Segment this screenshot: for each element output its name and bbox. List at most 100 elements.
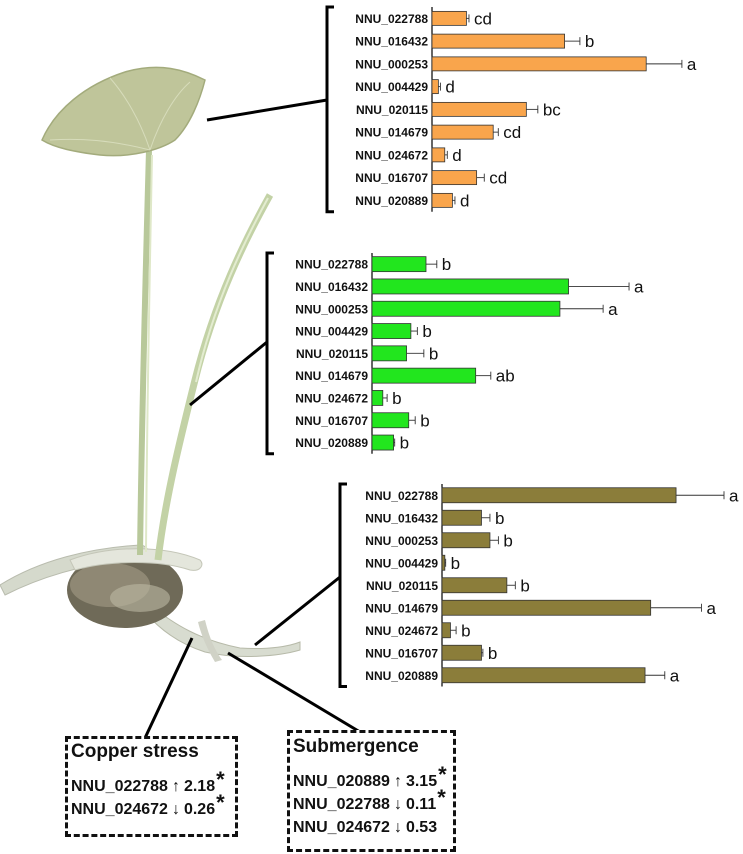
down-arrow-icon: ↓ — [171, 801, 180, 818]
significance-letter: cd — [503, 123, 521, 142]
bar — [441, 577, 508, 594]
submergence-row: NNU_022788 ↓ 0.11* — [293, 785, 446, 815]
gene-tick-label: NNU_014679 — [355, 126, 428, 140]
copper-row-value: 2.18 — [183, 778, 216, 795]
significance-letter: cd — [474, 9, 492, 28]
connector-lines — [143, 98, 361, 739]
significance-letter: b — [488, 644, 497, 663]
gene-tick-label: NNU_016707 — [355, 171, 428, 185]
bar — [431, 192, 453, 208]
gene-tick-label: NNU_024672 — [355, 148, 428, 162]
bar — [371, 345, 407, 362]
root-lower — [144, 604, 301, 657]
significance-letter: b — [400, 434, 409, 453]
down-arrow-icon: ↓ — [393, 819, 402, 836]
bar — [371, 278, 569, 295]
gene-tick-label: NNU_022788 — [365, 489, 438, 503]
significance-letter: ab — [496, 367, 515, 386]
connector-line — [227, 651, 361, 734]
bracket — [338, 482, 347, 688]
significance-letter: a — [608, 300, 618, 319]
bar — [431, 124, 494, 140]
bar — [441, 554, 446, 571]
submergence-row-gene: NNU_022788 — [293, 796, 390, 813]
gene-tick-label: NNU_016707 — [365, 646, 438, 660]
young-petiole-shade — [195, 197, 269, 383]
significance-letter: bc — [543, 100, 561, 119]
bar — [371, 412, 410, 429]
bar — [431, 101, 527, 117]
gene-tick-label: NNU_024672 — [295, 391, 368, 405]
root-down — [198, 620, 222, 662]
bar — [431, 10, 467, 26]
bar — [371, 390, 384, 406]
bar — [431, 147, 446, 163]
gene-tick-label: NNU_016707 — [295, 414, 368, 428]
significance-star: * — [216, 790, 225, 815]
gene-tick-label: NNU_022788 — [295, 258, 368, 272]
bracket — [325, 5, 334, 214]
connector-line — [206, 98, 328, 122]
gene-tick-label: NNU_016432 — [295, 280, 368, 294]
submergence-box: Submergence NNU_020889 ↑ 3.15* NNU_022788 ↓… — [287, 730, 456, 852]
leaf-petiole-shade — [145, 154, 153, 553]
copper-row: NNU_022788 ↑ 2.18* — [71, 767, 225, 797]
gene-tick-label: NNU_016432 — [365, 511, 438, 525]
copper-stress-title: Copper stress — [71, 741, 199, 762]
young-petiole — [154, 193, 274, 561]
leaf-blade-vein — [49, 77, 191, 151]
gene-tick-label: NNU_000253 — [355, 57, 428, 71]
significance-letter: d — [452, 146, 461, 165]
significance-letter: b — [442, 255, 451, 274]
gene-tick-label: NNU_020115 — [296, 347, 368, 361]
up-arrow-icon: ↑ — [393, 773, 402, 790]
gene-tick-label: NNU_022788 — [355, 12, 428, 26]
gene-tick-label: NNU_014679 — [295, 369, 368, 383]
up-arrow-icon: ↑ — [171, 778, 180, 795]
significance-star: * — [216, 767, 225, 792]
bar — [441, 622, 451, 639]
significance-letter: d — [460, 191, 469, 210]
significance-letter: b — [503, 531, 512, 550]
bar — [441, 667, 646, 684]
significance-letter: a — [670, 666, 680, 685]
gene-tick-label: NNU_000253 — [295, 302, 368, 316]
copper-row-gene: NNU_022788 — [71, 778, 168, 795]
leaf-petiole — [137, 149, 152, 556]
significance-letter: b — [461, 621, 470, 640]
gene-tick-label: NNU_004429 — [355, 80, 428, 94]
bar — [371, 434, 395, 451]
submergence-row-value: 0.53 — [405, 819, 438, 836]
significance-letter: b — [420, 411, 429, 430]
significance-letter: a — [706, 599, 716, 618]
copper-row: NNU_024672 ↓ 0.26* — [71, 790, 225, 820]
bracket — [265, 251, 274, 456]
gene-tick-label: NNU_014679 — [365, 601, 438, 615]
significance-letter: a — [634, 277, 644, 296]
gene-tick-label: NNU_020889 — [295, 436, 368, 450]
significance-letter: d — [445, 78, 454, 97]
bar — [441, 599, 652, 616]
gene-tick-label: NNU_020115 — [356, 103, 428, 117]
bar — [431, 79, 439, 95]
submergence-row-gene: NNU_020889 — [293, 773, 390, 790]
significance-letter: b — [422, 322, 431, 341]
lotus-plant-illustration — [0, 66, 301, 662]
bar — [431, 56, 647, 72]
submergence-row-value: 0.11 — [405, 796, 437, 813]
leaf-blade — [41, 66, 206, 157]
significance-star: * — [438, 762, 447, 787]
submergence-title: Submergence — [293, 736, 419, 757]
bar — [371, 300, 561, 317]
bar — [441, 644, 482, 661]
submergence-row-gene: NNU_024672 — [293, 819, 390, 836]
bar — [431, 170, 478, 186]
gene-tick-label: NNU_016432 — [355, 35, 428, 49]
gene-tick-label: NNU_024672 — [365, 624, 438, 638]
significance-letter: b — [585, 32, 594, 51]
submergence-row: NNU_020889 ↑ 3.15* — [293, 762, 447, 792]
down-arrow-icon: ↓ — [393, 796, 402, 813]
